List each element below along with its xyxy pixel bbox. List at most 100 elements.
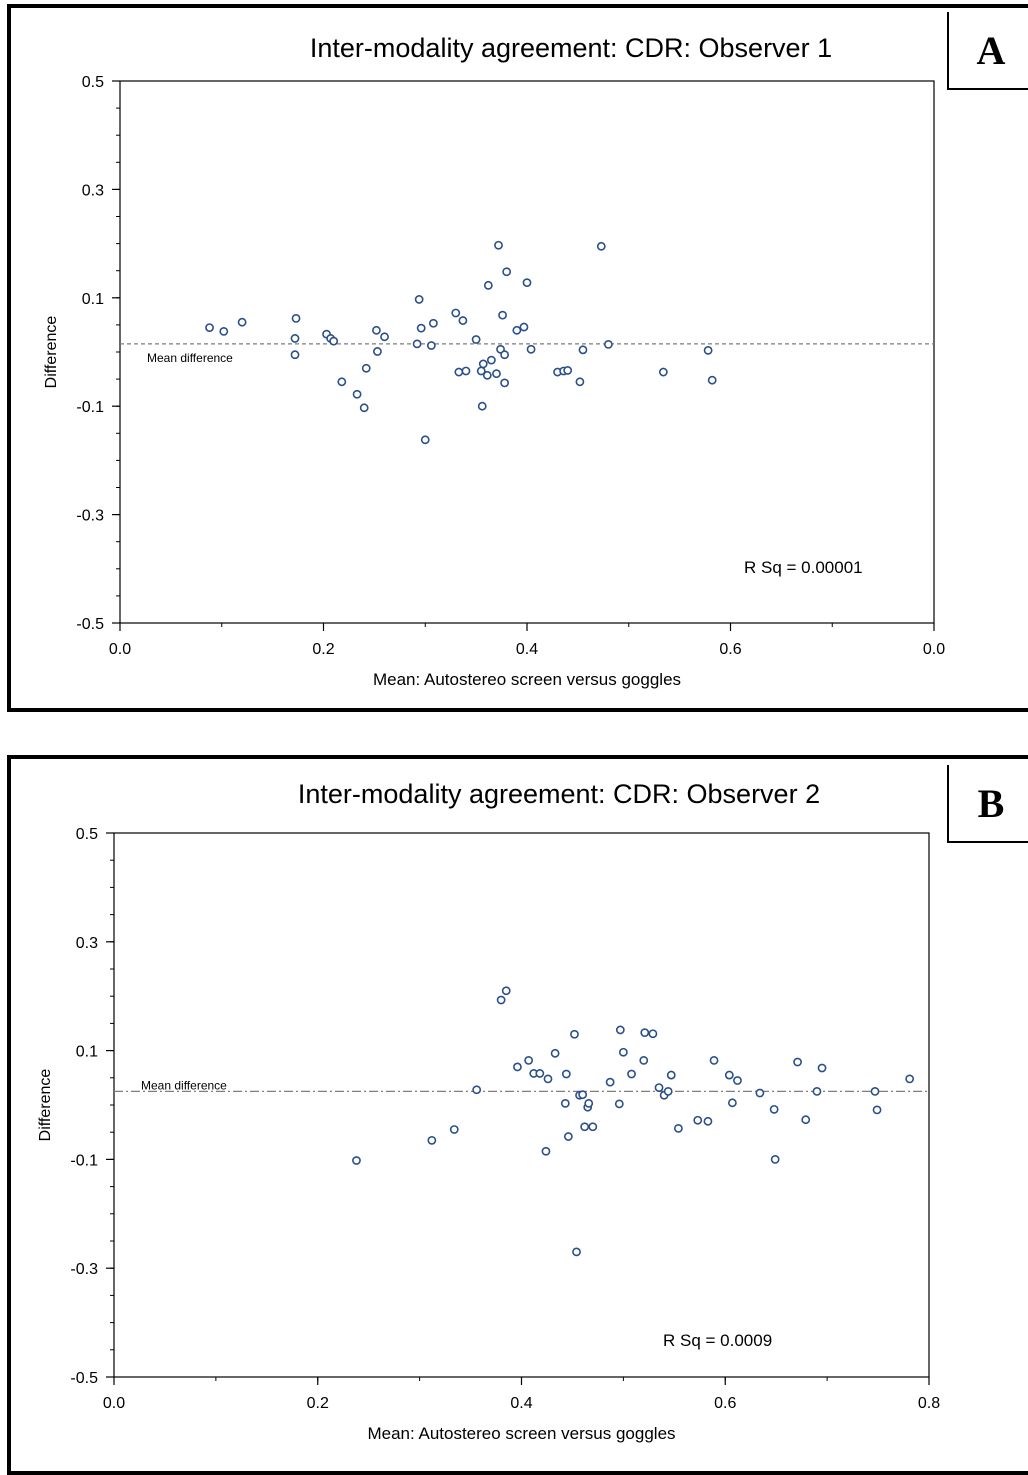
chart-b-data-point bbox=[870, 1086, 880, 1096]
chart-a-data-point bbox=[500, 350, 510, 360]
chart-b-x-tick-label: 0.8 bbox=[918, 1395, 940, 1412]
chart-a-data-point bbox=[522, 278, 532, 288]
chart-a-data-point bbox=[361, 363, 371, 373]
chart-b-data-point bbox=[535, 1069, 545, 1078]
chart-b-y-tick-label: 0.3 bbox=[76, 935, 98, 952]
chart-b-data-point bbox=[614, 1099, 624, 1109]
chart-a-data-point bbox=[237, 317, 247, 327]
chart-a-data-point bbox=[420, 435, 430, 445]
chart-a-data-point bbox=[219, 327, 229, 336]
chart-b-x-tick-label: 0.4 bbox=[510, 1395, 532, 1412]
chart-b-data-point bbox=[580, 1122, 590, 1132]
chart-a-data-point bbox=[454, 367, 464, 377]
chart-b-data-point bbox=[639, 1055, 649, 1065]
chart-a-data-point bbox=[526, 344, 536, 354]
chart-a-data-point bbox=[482, 370, 492, 380]
chart-b-data-point bbox=[584, 1098, 594, 1108]
chart-panel-a: A Inter-modality agreement: CDR: Observe… bbox=[7, 4, 1028, 712]
chart-a-data-point bbox=[412, 339, 422, 349]
chart-b-data-point bbox=[709, 1055, 719, 1065]
chart-a-x-tick-label: 0.2 bbox=[312, 641, 334, 658]
chart-b-data-point bbox=[578, 1090, 588, 1100]
chart-a-data-point bbox=[578, 345, 588, 355]
chart-b-data-point bbox=[572, 1247, 581, 1257]
chart-b-mean-difference-label: Mean difference bbox=[141, 1078, 227, 1092]
chart-a-data-point bbox=[483, 280, 493, 290]
chart-b-data-point bbox=[755, 1088, 765, 1098]
chart-b-data-point bbox=[648, 1029, 658, 1039]
chart-b-data-point bbox=[513, 1062, 522, 1072]
chart-b-data-point bbox=[560, 1098, 570, 1108]
chart-b-data-point bbox=[524, 1055, 534, 1065]
chart-b-y-tick-label: 0.1 bbox=[76, 1044, 98, 1061]
chart-b-data-point bbox=[561, 1069, 571, 1079]
chart-a-data-point bbox=[352, 389, 362, 399]
chart-a-data-point bbox=[478, 359, 488, 369]
chart-a-data-point bbox=[373, 347, 382, 356]
chart-b-x-tick-label: 0.6 bbox=[714, 1395, 736, 1412]
chart-b-data-point bbox=[872, 1105, 882, 1115]
chart-a-x-tick-label: 0.4 bbox=[516, 641, 538, 658]
chart-b-data-point bbox=[543, 1074, 553, 1084]
chart-a-data-point bbox=[416, 323, 426, 333]
chart-a-r-squared-label: R Sq = 0.00001 bbox=[744, 558, 863, 577]
chart-b-plot-frame bbox=[113, 832, 930, 1378]
chart-b-y-axis-label: Difference bbox=[37, 1069, 54, 1142]
chart-a-data-point bbox=[451, 308, 461, 318]
chart-a-data-point bbox=[426, 341, 436, 350]
chart-a-x-tick-label: 0.0 bbox=[109, 641, 131, 658]
chart-a-data-point bbox=[372, 325, 381, 335]
chart-b-data-point bbox=[812, 1086, 822, 1096]
chart-b-data-point bbox=[570, 1029, 579, 1039]
chart-a-data-point bbox=[291, 313, 301, 323]
chart-b-data-point bbox=[605, 1077, 615, 1087]
chart-b-data-point bbox=[550, 1048, 560, 1058]
chart-b-data-point bbox=[727, 1098, 737, 1108]
chart-a-data-point bbox=[703, 345, 713, 355]
chart-a-data-point bbox=[471, 335, 481, 344]
chart-a-data-point bbox=[519, 322, 529, 332]
chart-b-data-point bbox=[733, 1076, 742, 1085]
panel-letter-b: B bbox=[947, 765, 1028, 843]
chart-b-data-point bbox=[352, 1156, 361, 1165]
chart-b-data-point bbox=[588, 1122, 598, 1132]
chart-b-svg: Inter-modality agreement: CDR: Observer … bbox=[37, 779, 940, 1443]
chart-b-y-tick-label: -0.3 bbox=[70, 1261, 98, 1278]
chart-a-x-tick-label: 0.6 bbox=[719, 641, 741, 658]
chart-a-y-axis-label: Difference bbox=[43, 316, 60, 389]
chart-a-y-tick-label: -0.3 bbox=[76, 508, 104, 525]
chart-a-y-tick-label: -0.5 bbox=[76, 616, 104, 633]
chart-a-data-point bbox=[658, 367, 668, 377]
chart-b-data-point bbox=[472, 1085, 482, 1095]
chart-a-data-point bbox=[461, 366, 471, 376]
chart-a-title: Inter-modality agreement: CDR: Observer … bbox=[310, 33, 832, 63]
chart-b-data-point bbox=[905, 1074, 915, 1084]
chart-a-data-point bbox=[492, 369, 501, 379]
chart-b-y-tick-label: -0.5 bbox=[70, 1370, 98, 1387]
chart-b-x-tick-label: 0.0 bbox=[103, 1395, 125, 1412]
chart-a-data-point bbox=[502, 267, 512, 277]
chart-b-title: Inter-modality agreement: CDR: Observer … bbox=[298, 779, 820, 809]
chart-a-data-point bbox=[498, 310, 507, 320]
chart-b-data-point bbox=[663, 1086, 673, 1096]
chart-a-data-point bbox=[575, 377, 585, 387]
chart-a-data-point bbox=[486, 355, 496, 365]
chart-b-data-point bbox=[541, 1146, 551, 1156]
chart-a-data-point bbox=[477, 401, 487, 411]
chart-b-data-point bbox=[618, 1047, 628, 1057]
chart-b-data-point bbox=[640, 1028, 650, 1038]
chart-b-y-tick-label: 0.5 bbox=[76, 826, 98, 843]
chart-b-data-point bbox=[654, 1083, 664, 1092]
chart-a-mean-difference-label: Mean difference bbox=[147, 351, 233, 365]
chart-a-data-point bbox=[500, 378, 510, 388]
chart-a-data-point bbox=[604, 340, 613, 349]
chart-a-data-point bbox=[596, 241, 606, 251]
chart-b-data-point bbox=[496, 995, 506, 1005]
chart-a-x-tick-label: 0.0 bbox=[923, 641, 945, 658]
chart-b-data-point bbox=[501, 986, 511, 996]
chart-a-data-point bbox=[428, 318, 438, 328]
chart-a-data-point bbox=[494, 240, 503, 250]
chart-b-data-point bbox=[427, 1135, 437, 1145]
chart-b-y-tick-label: -0.1 bbox=[70, 1152, 98, 1169]
chart-a-y-tick-label: 0.1 bbox=[82, 291, 104, 308]
